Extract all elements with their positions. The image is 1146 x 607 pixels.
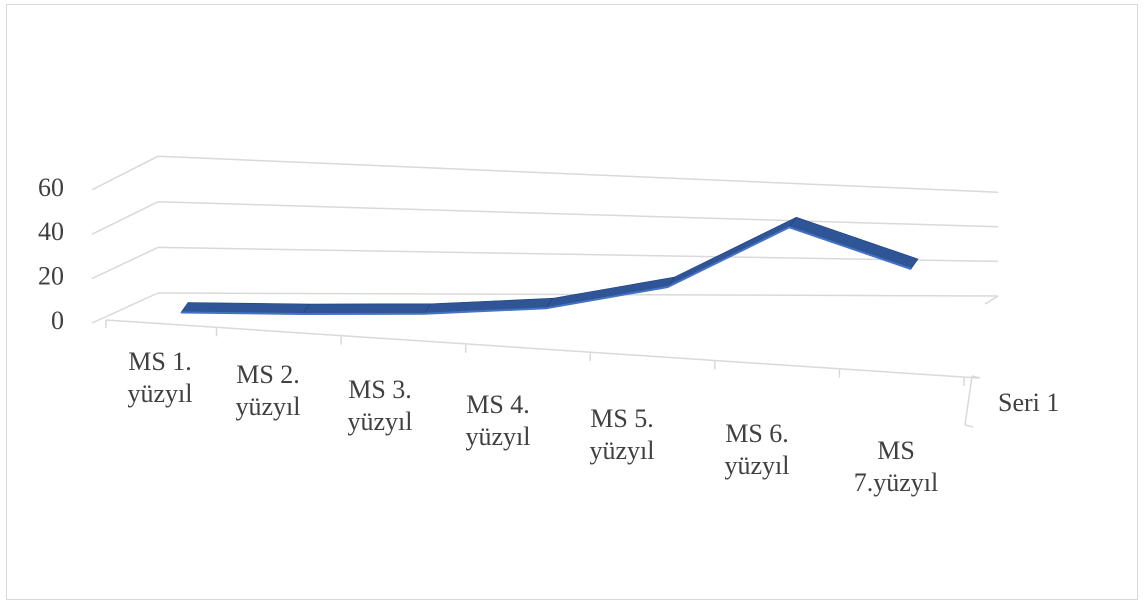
category-label: MS 3. yüzyıl xyxy=(348,375,413,436)
category-label: MS 1. yüzyıl xyxy=(128,347,193,408)
category-label: MS 2. yüzyıl xyxy=(236,360,301,421)
gridlines xyxy=(91,155,999,324)
axis-labels: 0 20 40 60 MS 1. yüzyıl MS 2. yüzyıl MS 3. yüzyıl… xyxy=(38,173,1059,497)
depth-gridline-0 xyxy=(91,292,159,324)
gridline-20 xyxy=(157,246,999,263)
depth-gridline-40 xyxy=(91,201,159,235)
y-tick-label: 0 xyxy=(51,306,64,335)
depth-gridline-20 xyxy=(91,246,159,280)
category-label: MS 4. yüzyıl xyxy=(466,390,531,451)
series-ribbon xyxy=(180,216,919,316)
y-tick-label: 40 xyxy=(38,217,64,246)
gridline-60 xyxy=(157,155,999,193)
category-label: MS 7.yüzyıl xyxy=(854,436,939,497)
gridline-40 xyxy=(157,201,999,228)
floor-right-edge xyxy=(984,295,999,305)
series-segment xyxy=(545,276,676,309)
category-axis xyxy=(105,319,979,379)
depth-gridline-60 xyxy=(91,155,159,191)
series-line xyxy=(180,226,912,316)
depth-axis-label: Seri 1 xyxy=(998,388,1059,417)
depth-axis-tick xyxy=(964,424,974,428)
axes xyxy=(105,295,999,428)
category-label: MS 5. yüzyıl xyxy=(590,404,655,465)
y-tick-label: 20 xyxy=(38,262,64,291)
depth-axis xyxy=(964,375,973,426)
category-label: MS 6. yüzyıl xyxy=(725,419,790,480)
y-tick-label: 60 xyxy=(38,173,64,202)
depth-axis-tick xyxy=(971,375,981,379)
series-segment xyxy=(302,303,432,315)
series-segment xyxy=(788,216,919,270)
